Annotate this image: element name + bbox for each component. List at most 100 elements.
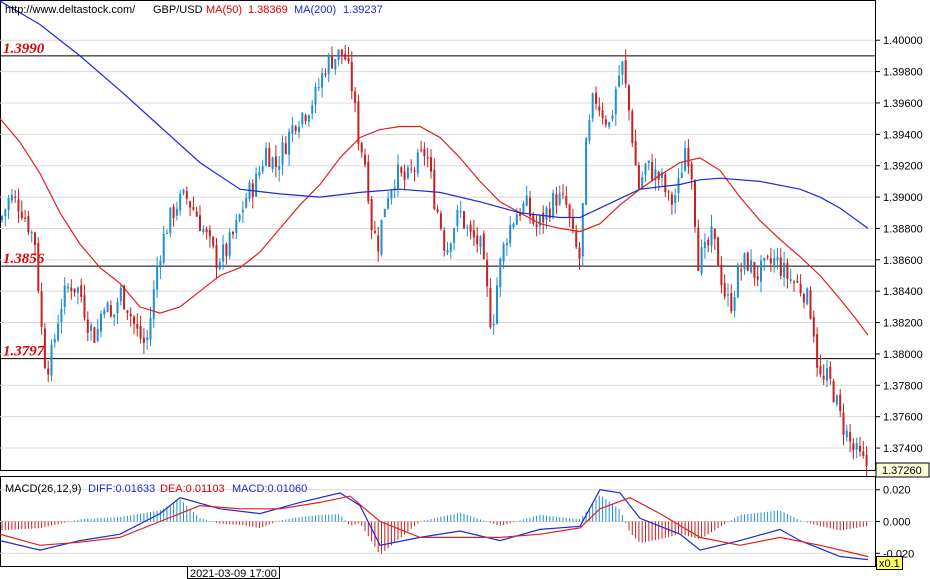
level-label: 1.3856 [3, 251, 45, 267]
candle-body [839, 394, 842, 411]
candle-body [410, 168, 413, 170]
candle-body [736, 266, 739, 298]
candle-body [816, 334, 819, 368]
candle-body [756, 276, 759, 280]
candle-body [232, 232, 234, 235]
candle-body [730, 293, 733, 312]
candle-body [331, 55, 333, 69]
candle-body [628, 85, 630, 111]
candle-body [390, 190, 393, 199]
candle-body [743, 253, 746, 270]
candle-body [268, 148, 271, 167]
candle-body [492, 323, 495, 326]
candle-body [142, 337, 145, 343]
candle-body [57, 323, 60, 341]
candle-body [90, 324, 93, 331]
ma50-label: MA(50) [206, 4, 242, 16]
macd-dea-label: DEA:0.01103 [160, 483, 225, 495]
candle-body [634, 140, 637, 166]
candle-body [509, 225, 512, 243]
candle-body [397, 164, 399, 189]
candle-body [403, 171, 406, 181]
candle-body [571, 218, 574, 229]
candle-body [703, 241, 706, 248]
candle-body [466, 226, 469, 228]
candle-body [829, 366, 832, 379]
candle-body [502, 244, 505, 262]
candle-body [456, 209, 459, 226]
candle-body [661, 172, 663, 178]
candle-body [717, 237, 720, 267]
candle-body [166, 233, 168, 235]
candle-body [542, 212, 545, 223]
candle-body [677, 178, 680, 194]
zoom-box[interactable] [876, 556, 903, 570]
candle-body [245, 197, 248, 208]
candle-body [340, 49, 343, 55]
candle-body [446, 249, 449, 254]
candle-body [779, 257, 782, 276]
candle-body [558, 193, 561, 205]
candle-body [182, 189, 185, 194]
candle-body [116, 302, 119, 314]
candle-body [835, 395, 838, 405]
candle-body [47, 368, 50, 375]
candle-body [400, 167, 403, 173]
candle-body [525, 195, 528, 206]
macd-diff-label: DIFF:0.01633 [88, 483, 155, 495]
candle-body [512, 223, 515, 228]
candle-body [63, 285, 66, 307]
price-tick-label: 1.38200 [883, 318, 923, 330]
candle-body [710, 226, 713, 246]
candle-body [700, 247, 703, 274]
candle-body [588, 119, 591, 141]
candle-body [350, 61, 353, 92]
level-label: 1.3797 [3, 344, 45, 360]
candle-body [707, 239, 710, 246]
candle-body [581, 203, 584, 257]
candle-body [298, 126, 300, 133]
candle-body [486, 260, 489, 287]
candle-body [288, 131, 291, 155]
candle-body [538, 215, 541, 227]
candle-body [753, 261, 756, 278]
candle-body [73, 288, 76, 293]
price-tick-label: 1.39400 [883, 129, 923, 141]
candle-body [601, 110, 604, 119]
candle-body [453, 228, 456, 244]
candle-body [172, 206, 175, 218]
candle-body [746, 252, 749, 271]
candle-body [106, 302, 109, 313]
candle-body [562, 193, 564, 195]
candle-body [766, 256, 769, 258]
candle-body [469, 224, 472, 232]
candle-body [430, 157, 432, 172]
candle-body [611, 115, 614, 120]
candle-body [783, 262, 786, 278]
candle-body [27, 216, 30, 233]
candle-body [845, 430, 848, 438]
candle-body [621, 61, 624, 75]
candle-body [271, 157, 274, 170]
candle-body [255, 173, 258, 197]
candle-body [364, 154, 366, 165]
candle-body [377, 235, 380, 252]
candle-body [20, 211, 23, 219]
level-label: 1.3990 [3, 41, 45, 57]
candle-body [416, 152, 419, 174]
zoom-label: x0.1 [879, 558, 900, 570]
price-tick-label: 1.39600 [883, 98, 923, 110]
candle-body [311, 105, 314, 114]
price-tick-label: 1.38400 [883, 286, 923, 298]
candle-body [192, 207, 195, 210]
candle-body [294, 126, 297, 131]
site-url: http://www.deltastock.com/ [5, 4, 136, 16]
current-price-label: 1.37260 [882, 465, 922, 477]
candle-body [423, 148, 426, 157]
candle-body [591, 93, 594, 119]
candle-body [146, 337, 149, 341]
symbol-label: GBP/USD [153, 4, 203, 16]
candle-body [175, 208, 178, 216]
